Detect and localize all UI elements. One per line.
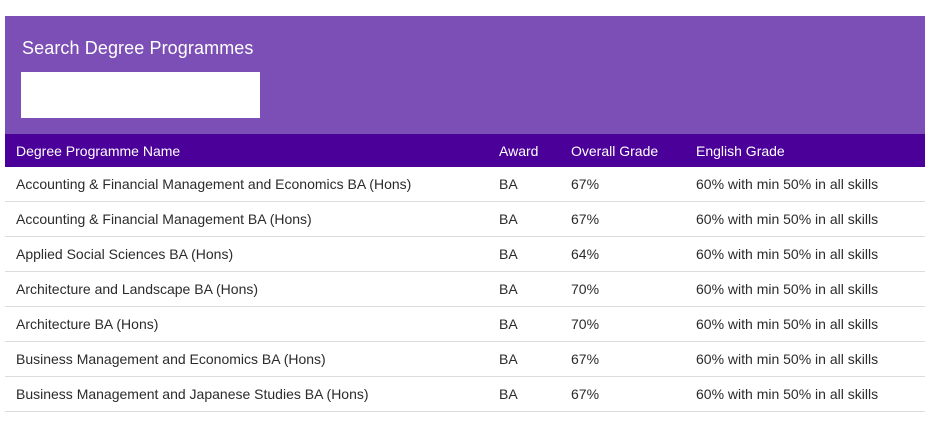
award-cell: BA bbox=[499, 306, 571, 342]
programme-name-cell: Accounting & Financial Management and Ec… bbox=[5, 167, 499, 202]
overall-grade-cell: 64% bbox=[571, 236, 696, 272]
english-grade-cell: 60% with min 50% in all skills bbox=[696, 201, 925, 237]
overall-grade-cell: 70% bbox=[571, 306, 696, 342]
overall-grade-cell: 67% bbox=[571, 341, 696, 377]
column-header-english-grade[interactable]: English Grade bbox=[696, 142, 785, 159]
table-header-row: Degree Programme Name Award Overall Grad… bbox=[5, 134, 925, 167]
table-row[interactable]: Accounting & Financial Management and Ec… bbox=[5, 167, 925, 202]
programme-name-cell: Business Management and Japanese Studies… bbox=[5, 376, 499, 412]
table-row[interactable]: Business Management and Economics BA (Ho… bbox=[5, 341, 925, 377]
programme-name-cell: Architecture and Landscape BA (Hons) bbox=[5, 271, 499, 307]
award-cell: BA bbox=[499, 271, 571, 307]
award-cell: BA bbox=[499, 341, 571, 377]
programme-name-cell: Accounting & Financial Management BA (Ho… bbox=[5, 201, 499, 237]
english-grade-cell: 60% with min 50% in all skills bbox=[696, 376, 925, 412]
search-panel: Search Degree Programmes bbox=[5, 16, 925, 134]
programme-name-cell: Business Management and Economics BA (Ho… bbox=[5, 341, 499, 377]
award-cell: BA bbox=[499, 167, 571, 202]
table-row[interactable]: Architecture and Landscape BA (Hons) BA 70… bbox=[5, 271, 925, 307]
overall-grade-cell: 67% bbox=[571, 167, 696, 202]
search-input[interactable] bbox=[21, 72, 260, 118]
table-row[interactable]: Architecture BA (Hons) BA 70% 60% with min … bbox=[5, 306, 925, 342]
programmes-table: Degree Programme Name Award Overall Grad… bbox=[5, 134, 925, 412]
award-cell: BA bbox=[499, 201, 571, 237]
english-grade-cell: 60% with min 50% in all skills bbox=[696, 341, 925, 377]
degree-search-widget: Search Degree Programmes Degree Programm… bbox=[5, 16, 925, 412]
table-body: Accounting & Financial Management and Ec… bbox=[5, 167, 925, 412]
programme-name-cell: Applied Social Sciences BA (Hons) bbox=[5, 236, 499, 272]
english-grade-cell: 60% with min 50% in all skills bbox=[696, 306, 925, 342]
programme-name-cell: Architecture BA (Hons) bbox=[5, 306, 499, 342]
table-row[interactable]: Business Management and Japanese Studies… bbox=[5, 376, 925, 412]
english-grade-cell: 60% with min 50% in all skills bbox=[696, 236, 925, 272]
column-header-overall-grade[interactable]: Overall Grade bbox=[571, 142, 659, 159]
award-cell: BA bbox=[499, 376, 571, 412]
overall-grade-cell: 67% bbox=[571, 376, 696, 412]
overall-grade-cell: 67% bbox=[571, 201, 696, 237]
table-row[interactable]: Accounting & Financial Management BA (Ho… bbox=[5, 201, 925, 237]
english-grade-cell: 60% with min 50% in all skills bbox=[696, 271, 925, 307]
column-header-programme-name[interactable]: Degree Programme Name bbox=[16, 142, 181, 159]
overall-grade-cell: 70% bbox=[571, 271, 696, 307]
column-header-award[interactable]: Award bbox=[499, 142, 539, 159]
search-title: Search Degree Programmes bbox=[22, 38, 254, 58]
award-cell: BA bbox=[499, 236, 571, 272]
english-grade-cell: 60% with min 50% in all skills bbox=[696, 167, 925, 202]
table-row[interactable]: Applied Social Sciences BA (Hons) BA 64% 60… bbox=[5, 236, 925, 272]
